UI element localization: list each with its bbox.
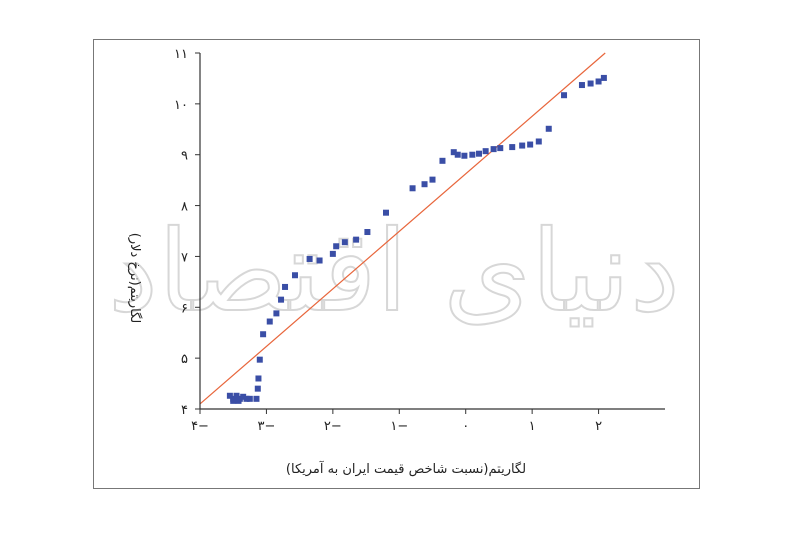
x-axis-label: لگاریتم(نسبت شاخص قیمت ایران به آمریکا)	[286, 460, 526, 477]
y-tick-label: ۱۰	[174, 98, 188, 113]
data-point	[450, 149, 457, 156]
y-tick-label: ۶	[181, 301, 188, 316]
data-point	[235, 397, 242, 404]
data-points	[226, 74, 607, 404]
data-point	[409, 185, 416, 192]
data-point	[278, 296, 285, 303]
data-point	[527, 141, 534, 148]
x-tick-label: ۲−	[324, 419, 342, 434]
data-point	[256, 356, 263, 363]
data-point	[240, 393, 247, 400]
data-point	[429, 176, 436, 183]
y-tick-label: ۷	[181, 250, 188, 265]
x-ticks: ۴− ۳− ۲− ۱− ۰ ۱ ۲	[191, 409, 602, 434]
data-point	[273, 310, 280, 317]
data-point	[243, 395, 250, 402]
data-point	[461, 152, 468, 159]
data-point	[266, 318, 273, 325]
y-ticks: ۴ ۵ ۶ ۷ ۸ ۹ ۱۰ ۱۱	[174, 47, 200, 418]
y-axis-label: لگاریتم(نرخ دلار)	[127, 233, 143, 324]
fit-line	[199, 52, 606, 405]
data-point	[341, 239, 348, 246]
data-point	[509, 144, 516, 151]
data-point	[600, 74, 607, 81]
data-point	[353, 236, 360, 243]
data-point	[482, 148, 489, 155]
watermark: دنیای اقتصاد	[108, 207, 680, 337]
data-point	[364, 229, 371, 236]
data-point	[421, 181, 428, 188]
data-point	[282, 283, 289, 290]
data-point	[226, 392, 233, 399]
data-point	[253, 395, 260, 402]
data-point	[587, 80, 594, 87]
data-point	[329, 250, 336, 257]
data-point	[545, 125, 552, 132]
data-point	[233, 392, 240, 399]
data-point	[476, 150, 482, 157]
data-point	[254, 385, 261, 392]
data-point	[260, 331, 267, 338]
data-point	[497, 145, 504, 152]
data-point	[490, 146, 497, 153]
data-point	[246, 395, 253, 402]
x-tick-label: ۱−	[390, 419, 408, 434]
x-tick-label: ۴−	[191, 419, 209, 434]
data-point	[595, 78, 602, 85]
data-point	[439, 157, 446, 164]
x-tick-label: ۰	[462, 419, 469, 434]
x-tick-label: ۳−	[257, 419, 275, 434]
data-point	[316, 257, 323, 264]
y-tick-label: ۸	[181, 200, 188, 215]
data-point	[383, 209, 389, 216]
data-point	[535, 138, 542, 145]
y-tick-label: ۵	[181, 352, 188, 367]
chart-frame: دنیای اقتصاد ۴− ۳− ۲− ۱− ۰ ۱ ۲ ۴ ۵ ۶ ۷ ۸ ۹ ۱۰ ۱۱ لگار…	[93, 39, 700, 489]
data-point	[578, 82, 585, 89]
data-point	[306, 255, 313, 262]
data-point	[333, 243, 340, 250]
data-point	[291, 272, 298, 279]
data-point	[255, 375, 262, 382]
x-tick-label: ۲	[595, 419, 602, 434]
y-tick-label: ۴	[181, 403, 188, 418]
scatter-chart: دنیای اقتصاد ۴− ۳− ۲− ۱− ۰ ۱ ۲ ۴ ۵ ۶ ۷ ۸ ۹ ۱۰ ۱۱ لگار…	[107, 47, 681, 477]
data-point	[469, 151, 476, 158]
data-point	[230, 397, 237, 404]
data-point	[454, 151, 461, 158]
data-point	[561, 92, 568, 99]
x-tick-label: ۱	[529, 419, 536, 434]
data-point	[519, 142, 526, 149]
y-tick-label: ۹	[181, 149, 188, 164]
y-tick-label: ۱۱	[174, 47, 188, 62]
